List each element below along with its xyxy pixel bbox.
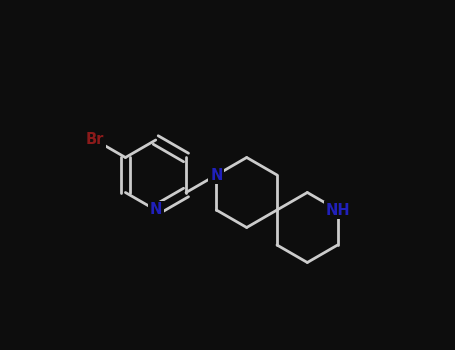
Text: NH: NH bbox=[325, 203, 350, 217]
Text: N: N bbox=[210, 168, 222, 182]
Text: Br: Br bbox=[86, 133, 104, 147]
Text: N: N bbox=[150, 203, 162, 217]
